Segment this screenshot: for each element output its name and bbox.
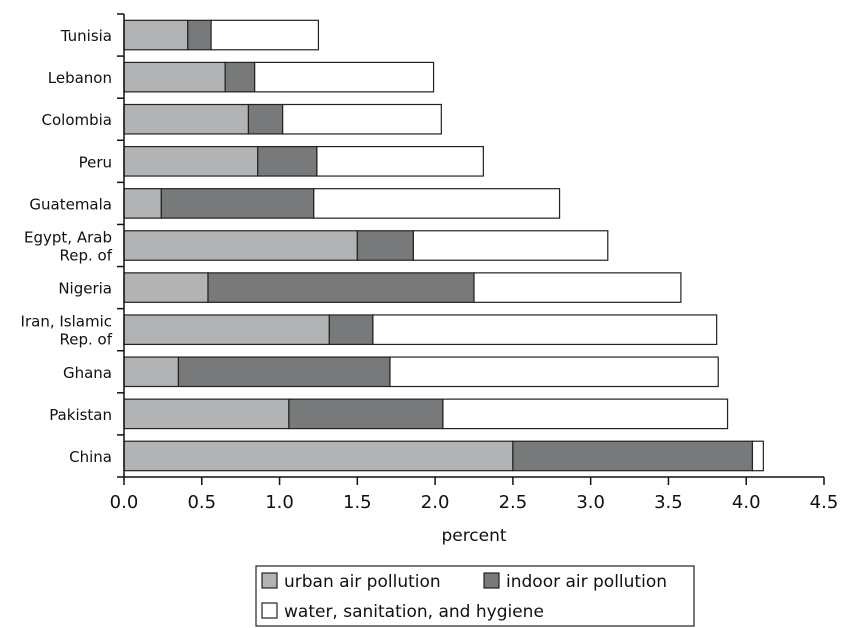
legend-label: water, sanitation, and hygiene: [284, 602, 544, 622]
x-tick-label: 2.5: [499, 492, 528, 513]
legend-label: indoor air pollution: [506, 572, 667, 592]
category-label: Egypt, Arab Rep. of: [24, 229, 113, 265]
bar-segment: [442, 398, 729, 430]
bar-segment: [473, 272, 682, 303]
bar-segment: [288, 398, 444, 430]
legend-swatch: [483, 572, 500, 589]
category-label: Colombia: [42, 111, 113, 129]
bar-segment: [123, 145, 259, 177]
bar-segment: [356, 230, 414, 261]
bar-segment: [751, 440, 764, 472]
bar-segment: [512, 440, 754, 472]
bar-segment: [123, 314, 330, 346]
legend: urban air pollution indoor air pollution w…: [255, 565, 695, 627]
bar-segment: [412, 230, 609, 261]
bar-segment: [313, 188, 561, 219]
bar-segment: [187, 19, 212, 51]
category-label: Peru: [79, 153, 112, 171]
bar-segment: [372, 314, 718, 346]
bar-segment: [123, 188, 162, 219]
bar-segment: [123, 398, 290, 430]
bar-segment: [123, 272, 209, 303]
category-label: Nigeria: [58, 280, 112, 298]
category-label: Tunisia: [60, 27, 112, 45]
bar-segment: [123, 19, 189, 51]
bar-segment: [257, 145, 318, 177]
category-label: China: [69, 448, 112, 466]
x-tick-label: 1.5: [343, 492, 372, 513]
category-label: Lebanon: [48, 69, 112, 87]
bar-segment: [247, 103, 284, 135]
bars-layer: [123, 19, 764, 472]
category-label: Guatemala: [29, 195, 112, 213]
x-tick-label: 4.0: [732, 492, 761, 513]
bar-segment: [177, 356, 391, 388]
bar-segment: [123, 356, 180, 388]
x-tick-label: 4.5: [810, 492, 839, 513]
x-axis-title: percent: [441, 526, 506, 546]
bar-segment: [123, 440, 514, 472]
y-axis: Tunisia Lebanon Colombia Peru Guatemala Egypt…: [21, 13, 125, 478]
category-label: Pakistan: [49, 406, 112, 424]
legend-label: urban air pollution: [284, 572, 441, 592]
x-tick-label: 1.0: [265, 492, 294, 513]
legend-swatch: [261, 602, 278, 619]
bar-segment: [316, 145, 484, 177]
legend-box: [255, 565, 695, 627]
category-label: Ghana: [63, 364, 112, 382]
bar-segment: [328, 314, 374, 346]
x-tick-label: 0.5: [187, 492, 216, 513]
x-axis: 0.0 0.5 1.0 1.5 2.0 2.5 3.0 3.5 4.0 4.5: [110, 476, 839, 513]
legend-swatch: [261, 572, 278, 589]
bar-segment: [123, 103, 250, 135]
x-tick-label: 2.0: [421, 492, 450, 513]
bar-segment: [207, 272, 475, 303]
bar-segment: [389, 356, 719, 388]
x-tick-label: 0.0: [110, 492, 139, 513]
bar-segment: [123, 61, 226, 93]
x-tick-label: 3.5: [654, 492, 683, 513]
category-label: Iran, Islamic Rep. of: [21, 313, 113, 349]
bar-segment: [282, 103, 442, 135]
bar-segment: [254, 61, 435, 93]
bar-segment: [123, 230, 358, 261]
bar-segment: [210, 19, 320, 51]
bar-segment: [160, 188, 315, 219]
x-tick-label: 3.0: [576, 492, 605, 513]
bar-segment: [224, 61, 256, 93]
